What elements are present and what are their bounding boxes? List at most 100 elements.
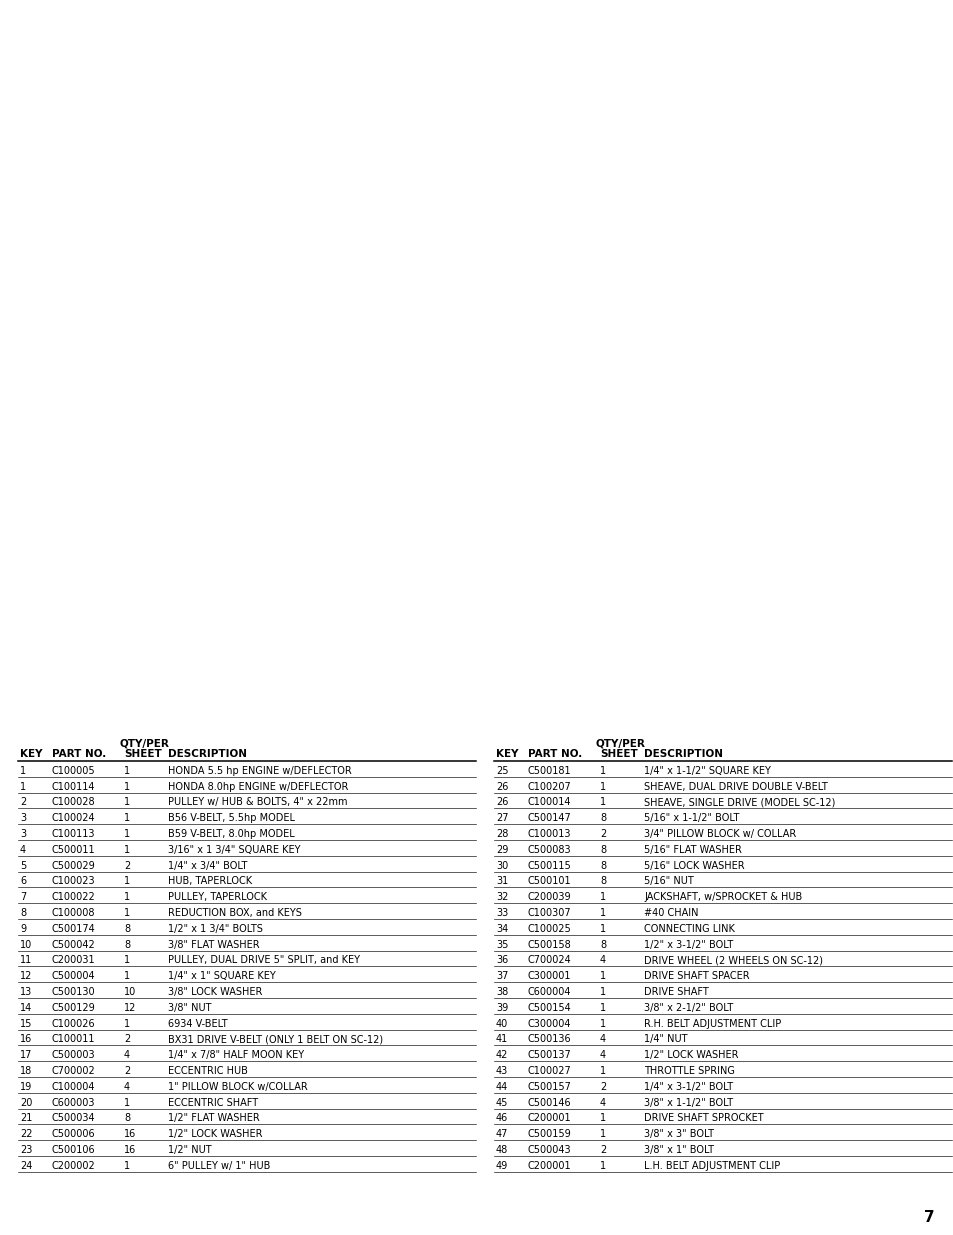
Text: 14: 14	[20, 1003, 32, 1013]
Text: C100008: C100008	[52, 908, 95, 918]
Text: 17: 17	[20, 1050, 32, 1060]
Text: 41: 41	[496, 1035, 508, 1045]
Text: BX31 DRIVE V-BELT (ONLY 1 BELT ON SC-12): BX31 DRIVE V-BELT (ONLY 1 BELT ON SC-12)	[168, 1035, 383, 1045]
Text: C500029: C500029	[52, 861, 95, 871]
Text: 19: 19	[20, 1082, 32, 1092]
Text: 8: 8	[599, 813, 605, 824]
Text: SHEET: SHEET	[124, 748, 162, 760]
Text: C500136: C500136	[527, 1035, 571, 1045]
Text: 1: 1	[599, 766, 605, 776]
Text: DRIVE SHAFT SPACER: DRIVE SHAFT SPACER	[643, 971, 749, 981]
Text: 1: 1	[599, 782, 605, 792]
Text: 6934 V-BELT: 6934 V-BELT	[168, 1019, 228, 1029]
Text: 1/2" x 1 3/4" BOLTS: 1/2" x 1 3/4" BOLTS	[168, 924, 263, 934]
Text: C700024: C700024	[527, 956, 571, 966]
Text: JACKSHAFT, w/SPROCKET & HUB: JACKSHAFT, w/SPROCKET & HUB	[643, 892, 801, 902]
Text: 1: 1	[124, 1161, 130, 1171]
Text: C500043: C500043	[527, 1145, 571, 1155]
Text: 1: 1	[599, 1003, 605, 1013]
Text: 34: 34	[496, 924, 508, 934]
Text: 15: 15	[20, 1019, 32, 1029]
Text: 31: 31	[496, 877, 508, 887]
Text: 4: 4	[599, 1035, 605, 1045]
Text: C500158: C500158	[527, 940, 571, 950]
Text: 42: 42	[496, 1050, 508, 1060]
Text: C100004: C100004	[52, 1082, 95, 1092]
Text: KEY: KEY	[20, 748, 43, 760]
Text: 5/16" NUT: 5/16" NUT	[643, 877, 693, 887]
Text: 4: 4	[599, 1050, 605, 1060]
Text: 4: 4	[124, 1082, 130, 1092]
Text: 2: 2	[599, 829, 605, 839]
Text: C300001: C300001	[527, 971, 571, 981]
Text: C500083: C500083	[527, 845, 571, 855]
Text: 1: 1	[599, 1113, 605, 1124]
Text: C200001: C200001	[527, 1113, 571, 1124]
Text: 1: 1	[599, 971, 605, 981]
Text: 3/4" PILLOW BLOCK w/ COLLAR: 3/4" PILLOW BLOCK w/ COLLAR	[643, 829, 796, 839]
Text: C500115: C500115	[527, 861, 571, 871]
Text: 37: 37	[496, 971, 508, 981]
Text: C100028: C100028	[52, 798, 95, 808]
Text: ECCENTRIC HUB: ECCENTRIC HUB	[168, 1066, 248, 1076]
Text: C200002: C200002	[52, 1161, 95, 1171]
Text: 1/2" NUT: 1/2" NUT	[168, 1145, 212, 1155]
Text: C200039: C200039	[527, 892, 571, 902]
Text: C500147: C500147	[527, 813, 571, 824]
Text: C100027: C100027	[527, 1066, 571, 1076]
Text: 12: 12	[124, 1003, 136, 1013]
Text: 2: 2	[124, 861, 131, 871]
Text: 26: 26	[496, 782, 508, 792]
Text: C100013: C100013	[527, 829, 571, 839]
Text: 47: 47	[496, 1129, 508, 1139]
Text: 8: 8	[599, 940, 605, 950]
Text: C500181: C500181	[527, 766, 571, 776]
Text: 1: 1	[599, 987, 605, 997]
Text: 1: 1	[124, 798, 130, 808]
Text: 1/4" x 1-1/2" SQUARE KEY: 1/4" x 1-1/2" SQUARE KEY	[643, 766, 770, 776]
Text: 1: 1	[124, 829, 130, 839]
Text: 3: 3	[20, 813, 26, 824]
Text: R.H. BELT ADJUSTMENT CLIP: R.H. BELT ADJUSTMENT CLIP	[643, 1019, 781, 1029]
Text: 40: 40	[496, 1019, 508, 1029]
Text: C100023: C100023	[52, 877, 95, 887]
Text: 30: 30	[496, 861, 508, 871]
Text: DESCRIPTION: DESCRIPTION	[643, 748, 722, 760]
Text: C100207: C100207	[527, 782, 571, 792]
Text: 8: 8	[599, 845, 605, 855]
Text: 1" PILLOW BLOCK w/COLLAR: 1" PILLOW BLOCK w/COLLAR	[168, 1082, 308, 1092]
Text: 1/2" LOCK WASHER: 1/2" LOCK WASHER	[168, 1129, 262, 1139]
Text: KEY: KEY	[496, 748, 518, 760]
Text: 1: 1	[599, 892, 605, 902]
Text: C100014: C100014	[527, 798, 571, 808]
Text: C500146: C500146	[527, 1098, 571, 1108]
Text: 1: 1	[124, 971, 130, 981]
Text: 18: 18	[20, 1066, 32, 1076]
Text: C100005: C100005	[52, 766, 95, 776]
Text: PART NO.: PART NO.	[52, 748, 106, 760]
Text: 1: 1	[124, 956, 130, 966]
Text: DRIVE SHAFT: DRIVE SHAFT	[643, 987, 708, 997]
Text: 32: 32	[496, 892, 508, 902]
Text: C200031: C200031	[52, 956, 95, 966]
Text: 38: 38	[496, 987, 508, 997]
Text: 5/16" x 1-1/2" BOLT: 5/16" x 1-1/2" BOLT	[643, 813, 739, 824]
Text: 8: 8	[124, 1113, 130, 1124]
Text: 39: 39	[496, 1003, 508, 1013]
Text: 3/8" NUT: 3/8" NUT	[168, 1003, 212, 1013]
Text: C500137: C500137	[527, 1050, 571, 1060]
Text: DRIVE WHEEL (2 WHEELS ON SC-12): DRIVE WHEEL (2 WHEELS ON SC-12)	[643, 956, 822, 966]
Text: PART NO.: PART NO.	[527, 748, 581, 760]
Text: 8: 8	[124, 940, 130, 950]
Text: 11: 11	[20, 956, 32, 966]
Text: 3/16" x 1 3/4" SQUARE KEY: 3/16" x 1 3/4" SQUARE KEY	[168, 845, 300, 855]
Text: 1: 1	[124, 766, 130, 776]
Text: 5: 5	[20, 861, 27, 871]
Text: 6: 6	[20, 877, 26, 887]
Text: SHEAVE, DUAL DRIVE DOUBLE V-BELT: SHEAVE, DUAL DRIVE DOUBLE V-BELT	[643, 782, 827, 792]
Text: 3/8" x 3" BOLT: 3/8" x 3" BOLT	[643, 1129, 713, 1139]
Text: SHEET: SHEET	[599, 748, 638, 760]
Text: 1/2" x 3-1/2" BOLT: 1/2" x 3-1/2" BOLT	[643, 940, 733, 950]
Text: PULLEY, TAPERLOCK: PULLEY, TAPERLOCK	[168, 892, 267, 902]
Text: 35: 35	[496, 940, 508, 950]
